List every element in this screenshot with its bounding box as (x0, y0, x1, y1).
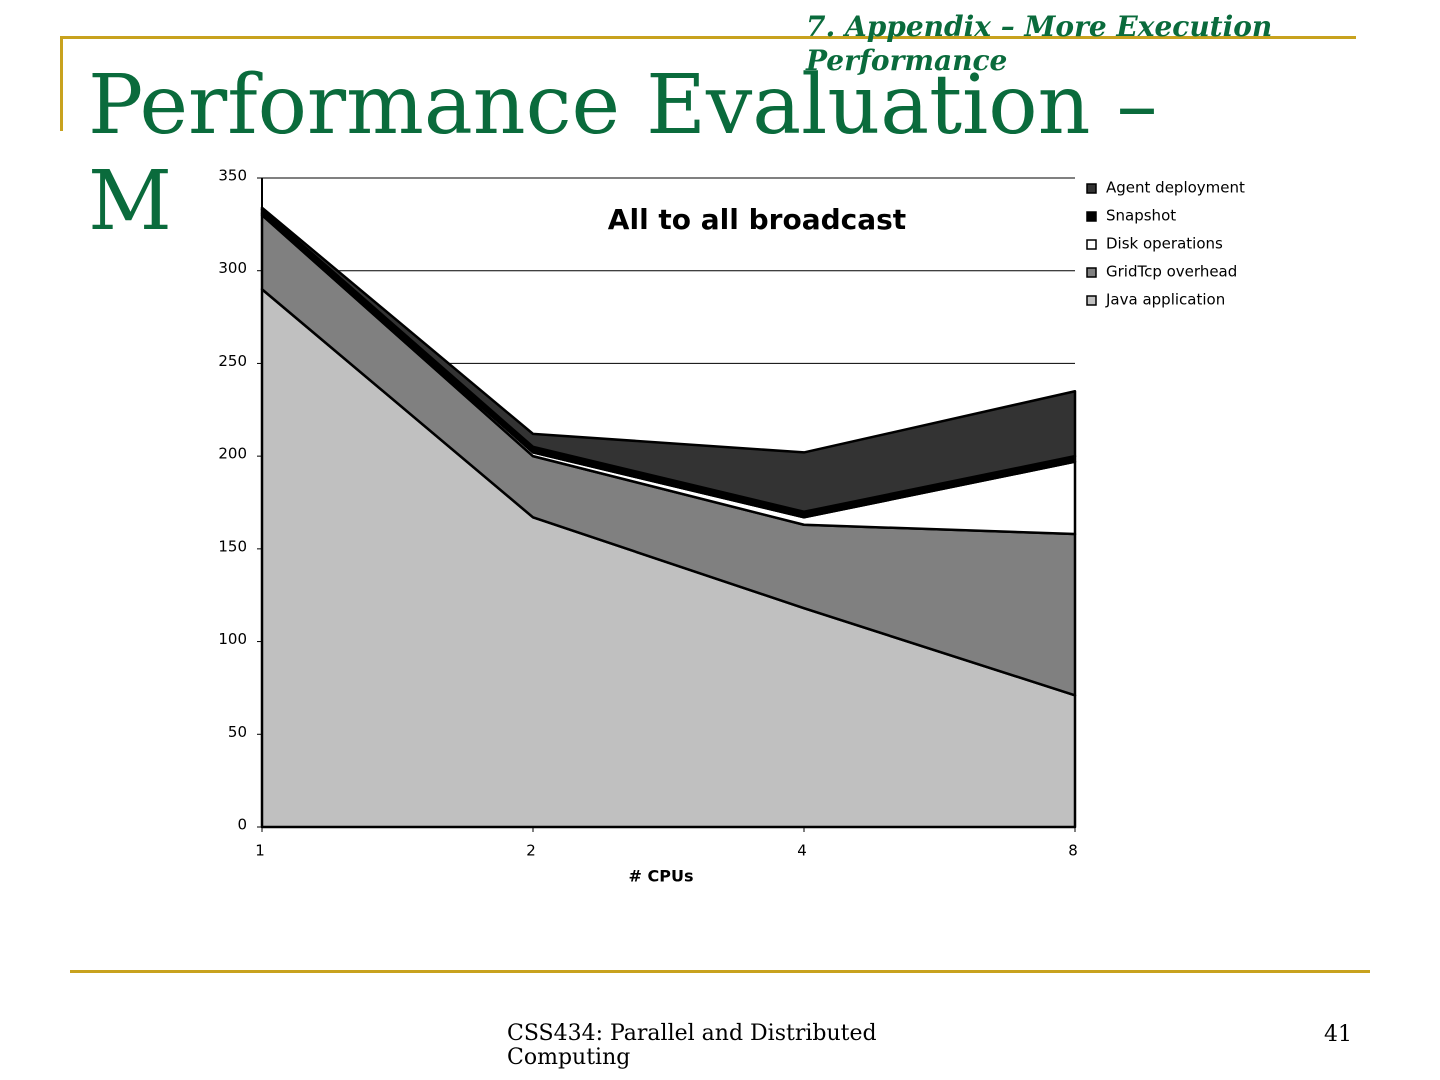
y-tick-label: 300 (218, 259, 247, 277)
legend-swatch (1086, 267, 1097, 278)
legend-swatch (1086, 239, 1097, 250)
legend-label: GridTcp overhead (1106, 263, 1237, 281)
legend-label: Java application (1105, 291, 1225, 309)
y-tick-label: 100 (218, 630, 247, 648)
legend-swatch (1086, 211, 1097, 222)
slide-title: Performance Evaluation – M (88, 58, 1158, 249)
y-tick-label: 150 (218, 537, 247, 555)
chart-title: All to all broadcast (608, 203, 906, 236)
y-tick-label: 0 (237, 816, 247, 834)
y-tick-label: 200 (218, 445, 247, 463)
top-rule (60, 36, 1356, 39)
x-tick-label: 2 (526, 842, 536, 860)
y-tick-label: 50 (228, 723, 247, 741)
y-tick-label: 350 (218, 167, 247, 185)
side-rule (60, 36, 63, 131)
x-tick-label: 1 (255, 842, 265, 860)
legend-label: Snapshot (1106, 207, 1176, 225)
x-axis-label: # CPUs (629, 867, 694, 886)
section-title: 7. Appendix – More Execution Performance (806, 10, 1273, 77)
bottom-rule (70, 970, 1370, 973)
legend-swatch (1086, 295, 1097, 306)
footer: CSS434: Parallel and Distributed Computi… (507, 1021, 877, 1070)
x-tick-label: 8 (1068, 842, 1078, 860)
legend-swatch (1086, 183, 1097, 194)
area (260, 206, 1077, 514)
legend-label: Agent deployment (1106, 179, 1245, 197)
y-tick-label: 250 (218, 352, 247, 370)
page-number: 41 (1324, 1022, 1352, 1047)
x-tick-label: 4 (797, 842, 807, 860)
legend-label: Disk operations (1106, 235, 1223, 253)
